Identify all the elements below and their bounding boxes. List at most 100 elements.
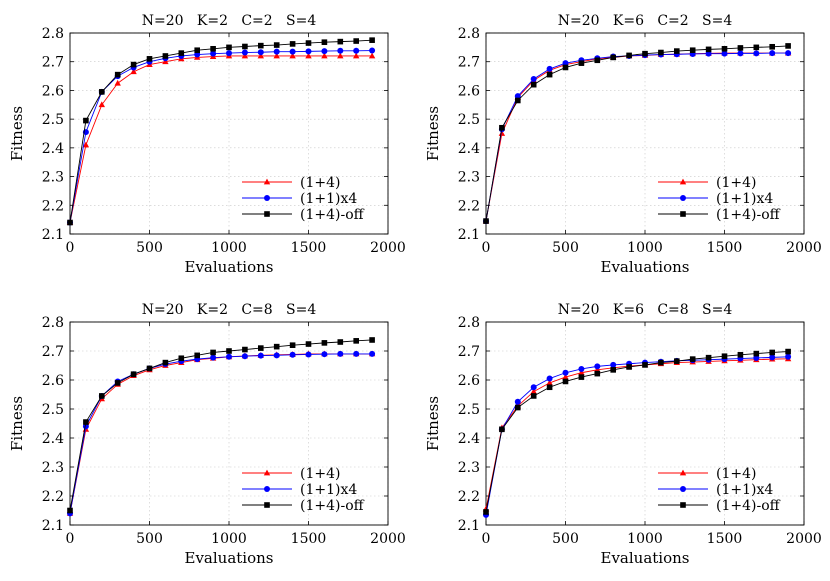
y-tick-label: 2.3 [458, 460, 480, 476]
data-point [674, 48, 680, 54]
data-point [289, 342, 296, 348]
data-point [337, 339, 344, 345]
legend-marker [680, 211, 686, 217]
data-point [241, 353, 248, 360]
data-point [705, 50, 712, 57]
chart-panel-3: 0 500 1000 1500 2000 2.1 2.2 2.3 2.4 2.5 2.6 2.7 2.8… [8, 302, 406, 567]
y-axis-label: Fitness [8, 106, 26, 161]
y-tick-label: 2.6 [42, 83, 64, 99]
data-point [99, 393, 105, 399]
data-point [226, 50, 232, 57]
x-tick-label: 500 [136, 240, 163, 256]
y-tick-label: 2.4 [458, 431, 480, 447]
x-tick-label: 1000 [211, 531, 247, 547]
data-point [626, 364, 632, 370]
data-point [578, 60, 585, 66]
legend-marker [263, 178, 271, 185]
data-point [289, 48, 296, 55]
y-tick-label: 2.3 [458, 170, 480, 186]
data-point [353, 338, 359, 344]
data-point [337, 350, 344, 357]
data-point [178, 50, 185, 56]
legend-label: (1+4)-off [300, 498, 365, 514]
data-point [162, 359, 169, 366]
data-point [114, 380, 121, 386]
data-point [353, 52, 360, 59]
data-point [321, 48, 328, 55]
series-3 [67, 37, 375, 226]
y-tick-label: 2.6 [458, 83, 480, 99]
data-point [67, 219, 73, 226]
x-tick-label: 500 [552, 531, 579, 547]
data-point [483, 509, 489, 515]
data-point [594, 57, 601, 64]
data-point [737, 50, 744, 57]
data-point [130, 371, 137, 377]
data-point [785, 353, 792, 360]
series-3 [483, 348, 791, 515]
data-point [321, 52, 328, 59]
data-point [546, 375, 553, 382]
data-point [530, 393, 537, 399]
data-point [642, 50, 648, 57]
y-tick-label: 2.8 [42, 26, 64, 42]
legend-marker [680, 502, 686, 508]
data-point [721, 50, 728, 57]
data-point [546, 71, 553, 78]
data-point [769, 354, 776, 361]
y-axis-label: Fitness [424, 106, 442, 161]
data-point [562, 64, 569, 71]
data-point [546, 384, 553, 391]
data-point [83, 419, 89, 425]
data-point [499, 426, 505, 433]
legend-label: (1+4)-off [300, 207, 365, 223]
data-point [689, 356, 696, 362]
data-point [705, 46, 712, 53]
x-tick-label: 1000 [627, 531, 663, 547]
data-point [369, 37, 375, 43]
data-point [98, 101, 105, 108]
data-point [674, 358, 680, 364]
x-tick-label: 0 [66, 531, 75, 547]
data-point [753, 354, 760, 361]
x-axis-label: Evaluations [185, 549, 274, 567]
y-tick-label: 2.6 [458, 373, 480, 389]
data-point [737, 45, 744, 51]
data-point [83, 117, 89, 124]
data-point [226, 353, 232, 360]
data-point [594, 363, 601, 370]
x-tick-label: 1500 [291, 240, 327, 256]
data-point [321, 351, 328, 358]
data-point [82, 141, 90, 148]
y-tick-label: 2.8 [458, 26, 480, 42]
data-point [498, 130, 506, 136]
y-tick-label: 2.7 [42, 55, 64, 71]
legend: (1+4)(1+1)x4(1+4)-off [658, 466, 781, 514]
x-tick-label: 2000 [370, 531, 406, 547]
y-tick-label: 2.7 [458, 344, 480, 360]
legend-marker [679, 469, 687, 476]
data-point [67, 507, 73, 514]
chart-panel-1: 0 500 1000 1500 2000 2.1 2.2 2.3 2.4 2.5 2.6 2.7 2.8… [8, 13, 406, 276]
data-point [737, 351, 744, 358]
y-tick-label: 2.5 [42, 112, 64, 128]
chart-title: N=20 K=6 C=2 S=4 [558, 13, 733, 29]
data-point [273, 48, 280, 55]
y-tick-label: 2.8 [458, 315, 480, 331]
y-tick-label: 2.7 [42, 344, 64, 360]
data-point [273, 343, 280, 350]
legend-label: (1+1)x4 [300, 482, 357, 498]
series-line [69, 55, 373, 223]
x-tick-label: 0 [482, 531, 491, 547]
data-point [273, 52, 280, 59]
legend-label: (1+1)x4 [716, 482, 773, 498]
data-point [626, 52, 632, 59]
data-point [514, 398, 521, 405]
data-point [658, 359, 664, 366]
y-tick-label: 2.1 [458, 227, 480, 243]
data-point [530, 81, 537, 88]
y-tick-label: 2.5 [458, 112, 480, 128]
data-point [689, 47, 696, 54]
x-axis-label: Evaluations [601, 549, 690, 567]
